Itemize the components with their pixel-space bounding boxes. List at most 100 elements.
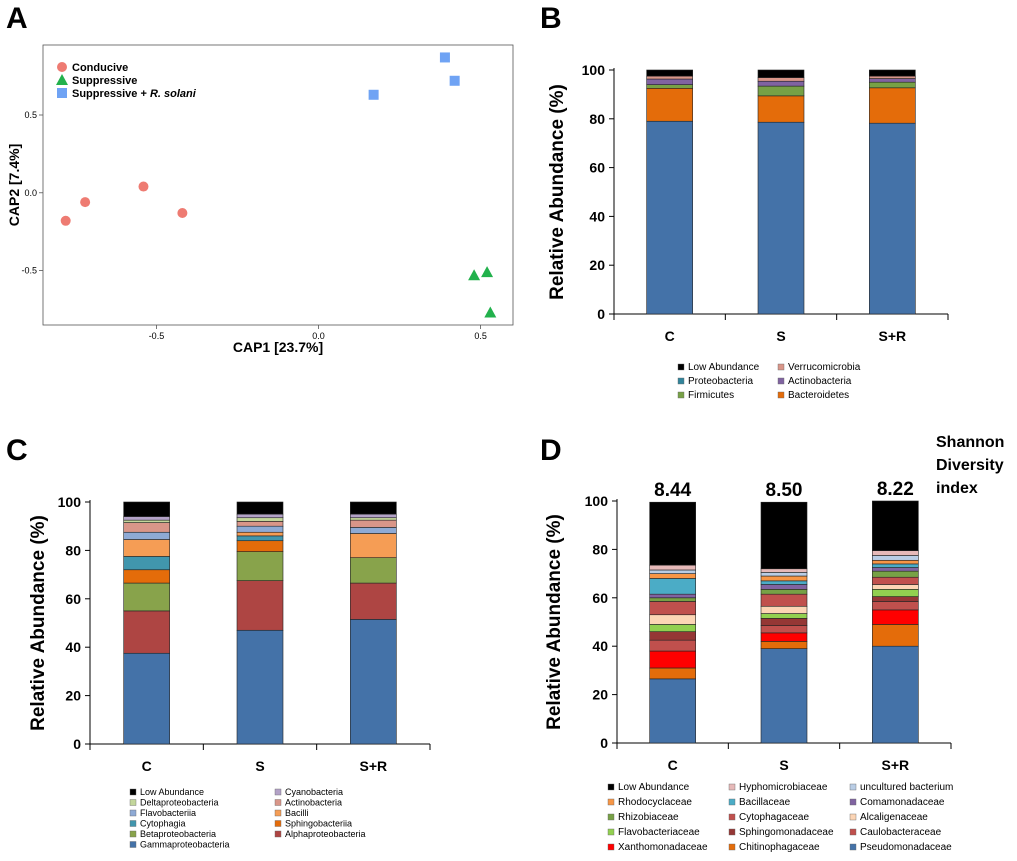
bar-segment bbox=[236, 517, 284, 522]
legend-label: Low Abundance bbox=[618, 782, 690, 793]
scatter-point bbox=[484, 306, 497, 318]
legend-label: Caulobacteraceae bbox=[860, 827, 942, 838]
bar-segment bbox=[236, 535, 284, 542]
legend-label: Chitinophagaceae bbox=[739, 842, 820, 853]
x-tick-label: S bbox=[779, 757, 788, 773]
y-tick-label: 60 bbox=[65, 591, 81, 607]
bar-segment bbox=[757, 85, 805, 97]
annotation-line: Shannon bbox=[936, 434, 1004, 451]
legend-swatch bbox=[129, 820, 137, 827]
scatter-point bbox=[80, 197, 91, 208]
bar-segment bbox=[872, 563, 919, 568]
bar-segment bbox=[757, 69, 805, 78]
bar-segment bbox=[869, 87, 916, 124]
scatter-point bbox=[481, 266, 494, 278]
bar-segment bbox=[760, 501, 808, 570]
y-tick-label: 0.5 bbox=[24, 110, 37, 120]
legend-swatch bbox=[607, 783, 615, 791]
bar-segment bbox=[872, 609, 919, 625]
legend-swatch bbox=[274, 820, 282, 827]
legend-swatch bbox=[274, 830, 282, 838]
scatter-point bbox=[60, 215, 71, 226]
legend-label: Verrucomicrobia bbox=[788, 362, 861, 373]
legend-swatch bbox=[129, 841, 137, 848]
bar-segment bbox=[757, 77, 805, 82]
bar-segment bbox=[649, 597, 696, 602]
legend-label: Bacteroidetes bbox=[788, 390, 849, 401]
y-tick-label: 40 bbox=[589, 208, 605, 224]
legend-label: Low Abundance bbox=[688, 362, 760, 373]
legend-swatch bbox=[274, 809, 282, 817]
bar-segment bbox=[872, 624, 919, 647]
legend-label: Pseudomonadaceae bbox=[860, 842, 952, 853]
bar-segment bbox=[123, 556, 170, 571]
bar-segment bbox=[646, 84, 693, 89]
legend-label-italic: R. solani bbox=[150, 88, 197, 100]
x-tick-label: S+R bbox=[360, 758, 388, 774]
legend-label: uncultured bacterium bbox=[860, 782, 953, 793]
y-tick-label: 20 bbox=[592, 687, 608, 703]
bar-segment bbox=[760, 580, 808, 585]
bar-segment bbox=[123, 569, 170, 584]
annotation-line: Diversity bbox=[936, 457, 1004, 474]
bar-segment bbox=[760, 568, 808, 573]
legend-label: Hyphomicrobiaceae bbox=[739, 782, 828, 793]
scatter-point bbox=[177, 208, 188, 218]
bar-segment bbox=[649, 624, 696, 632]
y-tick-label: 60 bbox=[592, 590, 608, 606]
legend-label: Alphaproteobacteria bbox=[285, 829, 366, 839]
legend-swatch bbox=[777, 363, 785, 371]
x-tick-label: C bbox=[668, 757, 678, 773]
bar-segment bbox=[350, 619, 397, 745]
bar-segment bbox=[760, 593, 808, 607]
legend-label: Cytophagia bbox=[140, 819, 186, 829]
legend-swatch bbox=[607, 813, 615, 821]
bar-segment bbox=[646, 78, 693, 85]
legend-label: Firmicutes bbox=[688, 390, 734, 401]
panel-label-c: C bbox=[6, 434, 28, 467]
bar-segment bbox=[872, 555, 919, 561]
x-tick-label: 0.0 bbox=[312, 331, 325, 341]
x-tick-label: -0.5 bbox=[149, 331, 165, 341]
panel-b-bar-chart: 0 20 40 60 80 100 C S S+R Relative Abundance (%) L… bbox=[547, 62, 949, 401]
bar-segment bbox=[350, 519, 397, 528]
bar-segment bbox=[649, 601, 696, 616]
bar-segment bbox=[869, 81, 916, 89]
legend-swatch bbox=[607, 828, 615, 836]
bar-segment bbox=[123, 501, 170, 517]
x-tick-label: S+R bbox=[882, 757, 910, 773]
bar-segment bbox=[236, 525, 284, 533]
y-tick-label: 20 bbox=[589, 257, 605, 273]
bar-segment bbox=[236, 580, 284, 631]
legend-swatch bbox=[849, 828, 857, 836]
bar-segment bbox=[760, 625, 808, 634]
bar-segment bbox=[350, 533, 397, 558]
y-tick-label: 60 bbox=[589, 160, 605, 176]
annotation-line: index bbox=[936, 480, 978, 497]
y-tick-label: 20 bbox=[65, 688, 81, 704]
bar-segment bbox=[649, 631, 696, 641]
bar-segment bbox=[236, 540, 284, 552]
legend-label: Gammaproteobacteria bbox=[140, 840, 230, 850]
bar-segment bbox=[350, 517, 397, 521]
legend-label: Flavobacteriia bbox=[140, 808, 196, 818]
y-axis-label: CAP2 [7.4%] bbox=[6, 144, 22, 226]
y-tick-label: 40 bbox=[65, 639, 81, 655]
x-tick-label: C bbox=[142, 758, 152, 774]
legend-swatch bbox=[129, 788, 137, 796]
legend-label: Betaproteobacteria bbox=[140, 829, 216, 839]
bar-segment bbox=[236, 501, 284, 515]
panel-a-scatter: -0.5 0.0 0.5 -0.5 0.0 0.5 CAP1 [23.7%] CAP2 [7.… bbox=[6, 44, 514, 355]
bar-segment bbox=[757, 80, 805, 87]
x-tick-label: S bbox=[255, 758, 264, 774]
bar-segment bbox=[350, 513, 397, 519]
y-tick-label: 100 bbox=[58, 494, 82, 510]
bar-segment bbox=[872, 645, 919, 744]
bar-segment bbox=[236, 629, 284, 745]
legend-label: Bacilli bbox=[285, 808, 309, 818]
x-tick-label: S bbox=[776, 328, 785, 344]
bar-segment bbox=[760, 632, 808, 642]
legend-swatch bbox=[849, 798, 857, 806]
bar-segment bbox=[869, 78, 916, 83]
